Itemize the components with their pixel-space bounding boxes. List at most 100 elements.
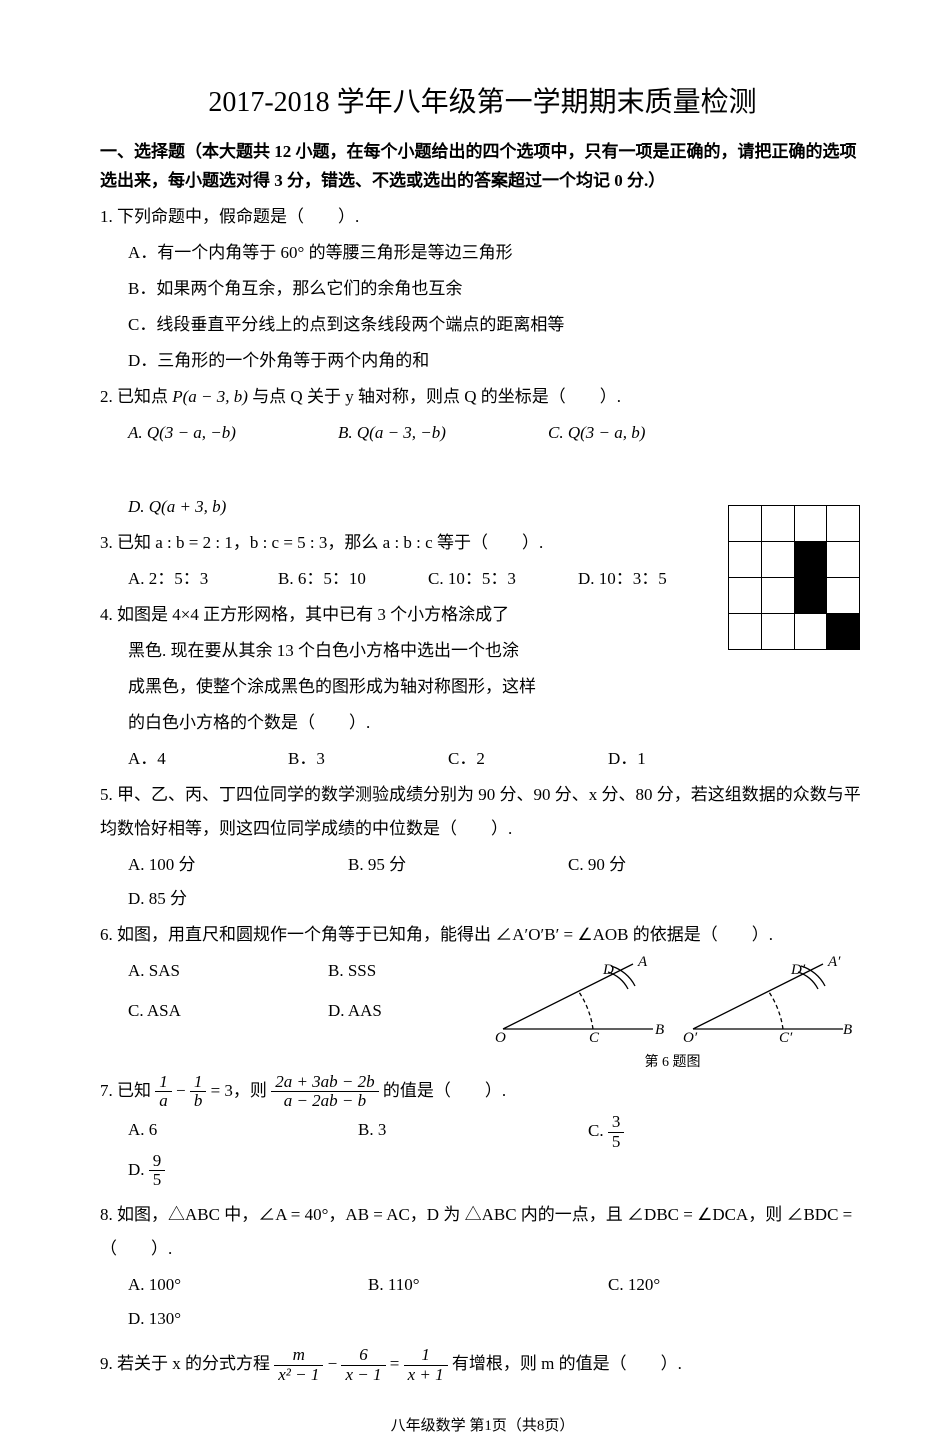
grid-cell <box>794 578 827 614</box>
q8-opt-A: A. 100° <box>128 1268 268 1302</box>
q6-label-C: C <box>589 1030 600 1044</box>
grid-cell <box>729 542 762 578</box>
q6-stem: 6. 如图，用直尺和圆规作一个角等于已知角，能得出 ∠A′O′B′ = ∠AOB… <box>100 918 865 952</box>
q4-opt-C: C．2 <box>448 742 538 776</box>
q5-opt-B: B. 95 分 <box>348 848 488 882</box>
q8-opt-C: C. 120° <box>608 1268 748 1302</box>
q3-opt-A: A. 2：5：3 <box>128 562 248 596</box>
q6-label-Cprime: C′ <box>779 1030 793 1044</box>
q7-D-pre: D. <box>128 1160 149 1179</box>
q4-line4: 的白色小方格的个数是（ ）. <box>100 706 865 740</box>
q3-opt-B: B. 6：5：10 <box>278 562 398 596</box>
q9-t3-den: x + 1 <box>404 1366 448 1385</box>
q2-stem-pre: 2. 已知点 <box>100 387 172 406</box>
grid-cell <box>794 614 827 650</box>
q4-line3: 成黑色，使整个涂成黑色的图形成为轴对称图形，这样 <box>100 670 865 704</box>
q6-label-Bprime: B′ <box>843 1022 853 1038</box>
q6-options: A. SAS B. SSS C. ASA D. AAS <box>100 954 480 1028</box>
q7-lhs-den2: b <box>190 1092 207 1111</box>
q7-stem: 7. 已知 1a − 1b = 3，则 2a + 3ab − 2ba − 2ab… <box>100 1073 865 1111</box>
q2-opt-A: A. Q(3 − a, −b) <box>128 416 288 450</box>
q2-opt-B: B. Q(a − 3, −b) <box>338 416 498 450</box>
q2-opt-D: D. Q(a + 3, b) <box>128 490 288 524</box>
q7-lhs-num1: 1 <box>155 1073 172 1093</box>
q5-stem: 5. 甲、乙、丙、丁四位同学的数学测验成绩分别为 90 分、90 分、x 分、8… <box>100 778 865 846</box>
q9-eq: = <box>390 1354 404 1373</box>
q2-stem: 2. 已知点 P(a − 3, b) 与点 Q 关于 y 轴对称，则点 Q 的坐… <box>100 380 865 414</box>
grid-cell <box>794 506 827 542</box>
q4-opt-B: B．3 <box>288 742 378 776</box>
q9-t2-num: 6 <box>341 1346 385 1366</box>
q9-t2-den: x − 1 <box>341 1366 385 1385</box>
q2-stem-mid: 与点 Q 关于 y 轴对称，则点 Q 的坐标是（ ）. <box>252 387 621 406</box>
grid-cell <box>761 506 794 542</box>
grid-cell <box>729 578 762 614</box>
q6-figure: O A B C D O′ A′ B′ C <box>480 954 865 1071</box>
page-title: 2017-2018 学年八年级第一学期期末质量检测 <box>100 80 865 120</box>
q7-big-num: 2a + 3ab − 2b <box>271 1073 378 1093</box>
q2-P-expression: P(a − 3, b) <box>172 387 248 406</box>
q5-options: A. 100 分 B. 95 分 C. 90 分 D. 85 分 <box>100 848 865 916</box>
q9-t1-num: m <box>274 1346 323 1366</box>
q8-opt-B: B. 110° <box>368 1268 508 1302</box>
q6-caption: 第 6 题图 <box>480 1051 865 1071</box>
q6-opt-A: A. SAS <box>128 954 228 988</box>
q9-stem-pre: 9. 若关于 x 的分式方程 <box>100 1354 274 1373</box>
q8-stem: 8. 如图，△ABC 中，∠A = 40°，AB = AC，D 为 △ABC 内… <box>100 1198 865 1266</box>
q5-opt-C: C. 90 分 <box>568 848 708 882</box>
q1-stem: 1. 下列命题中，假命题是（ ）. <box>100 200 865 234</box>
q4-grid-figure <box>728 505 860 637</box>
q7-stem-post: 的值是（ ）. <box>383 1081 506 1100</box>
q7-C-num: 3 <box>608 1113 625 1133</box>
q7-D-num: 9 <box>149 1152 166 1172</box>
q9-t1-den: x² − 1 <box>274 1366 323 1385</box>
q7-eq3: = 3，则 <box>211 1081 272 1100</box>
q7-stem-pre: 7. 已知 <box>100 1081 155 1100</box>
q6-label-Aprime: A′ <box>827 954 841 970</box>
q3-opt-D: D. 10：3：5 <box>578 562 698 596</box>
q3-opt-C: C. 10：5：3 <box>428 562 548 596</box>
q1-opt-D: D．三角形的一个外角等于两个内角的和 <box>100 344 865 378</box>
grid-cell <box>794 542 827 578</box>
grid-cell <box>827 614 860 650</box>
q9-t3-num: 1 <box>404 1346 448 1366</box>
q1-opt-A: A．有一个内角等于 60° 的等腰三角形是等边三角形 <box>100 236 865 270</box>
q4-options: A．4 B．3 C．2 D．1 <box>100 742 865 776</box>
q6-label-B: B <box>655 1022 664 1038</box>
q1-opt-B: B．如果两个角互余，那么它们的余角也互余 <box>100 272 865 306</box>
section-heading: 一、选择题（本大题共 12 小题，在每个小题给出的四个选项中，只有一项是正确的，… <box>100 138 865 196</box>
grid-cell <box>827 506 860 542</box>
q7-big-den: a − 2ab − b <box>271 1092 378 1111</box>
q6-label-D: D <box>602 962 614 978</box>
q7-opt-C: C. 35 <box>588 1113 728 1151</box>
q5-opt-A: A. 100 分 <box>128 848 268 882</box>
q7-options: A. 6 B. 3 C. 35 D. 95 <box>100 1113 865 1190</box>
q6-opt-C: C. ASA <box>128 994 228 1028</box>
q6-opt-D: D. AAS <box>328 994 428 1028</box>
q2-opt-C: C. Q(3 − a, b) <box>548 416 708 450</box>
grid-cell <box>827 578 860 614</box>
q7-opt-A: A. 6 <box>128 1113 268 1151</box>
q7-minus: − <box>176 1081 190 1100</box>
q4-opt-A: A．4 <box>128 742 218 776</box>
q7-C-pre: C. <box>588 1121 608 1140</box>
q1-opt-C: C．线段垂直平分线上的点到这条线段两个端点的距离相等 <box>100 308 865 342</box>
q9-stem: 9. 若关于 x 的分式方程 mx² − 1 − 6x − 1 = 1x + 1… <box>100 1346 865 1384</box>
q5-opt-D: D. 85 分 <box>128 882 268 916</box>
q6-label-Dprime: D′ <box>790 962 806 978</box>
q6-opt-B: B. SSS <box>328 954 428 988</box>
q7-opt-D: D. 95 <box>128 1152 268 1190</box>
grid-cell <box>729 506 762 542</box>
q7-opt-B: B. 3 <box>358 1113 498 1151</box>
q8-options: A. 100° B. 110° C. 120° D. 130° <box>100 1268 865 1336</box>
q7-D-den: 5 <box>149 1171 166 1190</box>
q7-C-den: 5 <box>608 1133 625 1152</box>
q4-opt-D: D．1 <box>608 742 698 776</box>
q9-stem-post: 有增根，则 m 的值是（ ）. <box>452 1354 682 1373</box>
grid-cell <box>761 542 794 578</box>
q6-label-O: O <box>495 1030 506 1044</box>
q3-stem-text: 3. 已知 a : b = 2 : 1，b : c = 5 : 3，那么 a :… <box>100 533 543 552</box>
q6-label-Oprime: O′ <box>683 1030 698 1044</box>
q7-lhs-num2: 1 <box>190 1073 207 1093</box>
q9-minus: − <box>328 1354 342 1373</box>
